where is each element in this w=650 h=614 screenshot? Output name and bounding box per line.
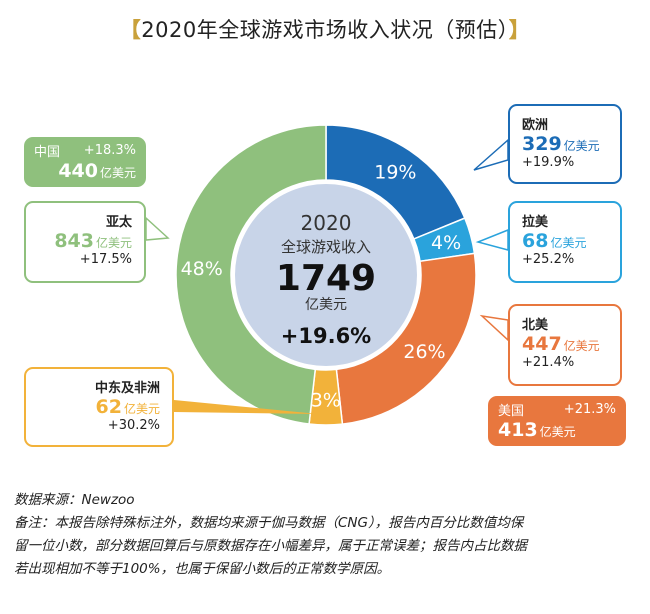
callout-latam-number: 68 bbox=[522, 230, 549, 252]
slice-asia-pacific bbox=[175, 124, 327, 425]
callout-latam-value: 68 亿美元 bbox=[522, 230, 608, 252]
center-circle bbox=[235, 184, 417, 366]
slice-label-north-america: 26% bbox=[403, 341, 445, 363]
center-growth: +19.6% bbox=[281, 324, 371, 348]
callout-northam-unit: 亿美元 bbox=[563, 339, 600, 353]
callout-usa-name: 美国 bbox=[498, 404, 525, 419]
callout-usa: 美国 +21.3% 413 亿美元 bbox=[488, 396, 626, 446]
callout-northam-number: 447 bbox=[522, 333, 562, 355]
center-total-value: 1749 bbox=[276, 258, 376, 299]
callout-asia-pacific: 亚太 843 亿美元 +17.5% bbox=[24, 201, 146, 283]
callout-china-top: 中国 +18.3% bbox=[34, 141, 136, 160]
callout-mea-value: 62 亿美元 bbox=[38, 396, 160, 418]
center-year: 2020 bbox=[301, 211, 352, 235]
pointer-asia-pacific bbox=[145, 216, 170, 241]
callout-china-number: 440 bbox=[58, 160, 98, 182]
title-text: 2020年全球游戏市场收入状况（预估） bbox=[141, 18, 509, 42]
callout-latam-unit: 亿美元 bbox=[550, 236, 587, 250]
notes-line-2: 留一位小数，部分数据回算后与原数据存在小幅差异，属于正常误差；报告内占比数据 bbox=[14, 538, 527, 554]
callout-mea-unit: 亿美元 bbox=[123, 402, 160, 416]
callout-mea-growth: +30.2% bbox=[107, 418, 160, 433]
callout-latam-name: 拉美 bbox=[522, 215, 549, 230]
callout-china: 中国 +18.3% 440 亿美元 bbox=[24, 137, 146, 187]
callout-europe-value: 329 亿美元 bbox=[522, 133, 608, 155]
pointer-north-america bbox=[479, 314, 509, 342]
callout-usa-growth: +21.3% bbox=[563, 402, 616, 417]
callout-europe-unit: 亿美元 bbox=[563, 139, 600, 153]
callout-asia-unit: 亿美元 bbox=[95, 236, 132, 250]
callout-china-name: 中国 bbox=[34, 145, 61, 160]
callout-europe: 欧洲 329 亿美元 +19.9% bbox=[508, 104, 622, 184]
pointer-latam bbox=[475, 228, 509, 251]
slice-label-europe: 19% bbox=[374, 162, 416, 184]
callout-mea-number: 62 bbox=[95, 396, 122, 418]
callout-middle-east-africa: 中东及非洲 62 亿美元 +30.2% bbox=[24, 367, 174, 447]
notes: 数据来源：Newzoo 备注：本报告除特殊标注外，数据均来源于伽马数据（CNG）… bbox=[14, 489, 644, 581]
slice-north-america bbox=[335, 252, 477, 425]
notes-line-3: 若出现相加不等于100%，也属于保留小数后的正常数学原因。 bbox=[14, 561, 391, 577]
callout-latam-growth: +25.2% bbox=[522, 252, 575, 267]
callout-usa-unit: 亿美元 bbox=[539, 425, 576, 439]
pointer-europe bbox=[473, 138, 509, 171]
callout-northam-value: 447 亿美元 bbox=[522, 333, 608, 355]
chart-title: 【2020年全球游戏市场收入状况（预估）】 bbox=[0, 14, 650, 44]
title-bracket-right: 】 bbox=[508, 18, 531, 42]
donut-chart: 19% 4% 26% 3% 48% 2020 全球游戏收入 1749 亿美元 +19.6… bbox=[145, 124, 509, 426]
callout-europe-name: 欧洲 bbox=[522, 118, 549, 133]
callout-northam-name: 北美 bbox=[522, 318, 549, 333]
callout-north-america: 北美 447 亿美元 +21.4% bbox=[508, 304, 622, 386]
callout-usa-top: 美国 +21.3% bbox=[498, 400, 616, 419]
callout-europe-growth: +19.9% bbox=[522, 155, 575, 170]
callout-usa-number: 413 bbox=[498, 419, 538, 441]
notes-source: 数据来源：Newzoo bbox=[14, 492, 135, 508]
slice-label-latam: 4% bbox=[431, 232, 461, 254]
callout-usa-value: 413 亿美元 bbox=[498, 419, 616, 441]
callout-asia-name: 亚太 bbox=[105, 215, 132, 230]
callout-china-growth: +18.3% bbox=[83, 143, 136, 158]
title-bracket-left: 【 bbox=[119, 18, 142, 42]
callout-china-unit: 亿美元 bbox=[99, 166, 136, 180]
callout-china-value: 440 亿美元 bbox=[34, 160, 136, 182]
callout-latam: 拉美 68 亿美元 +25.2% bbox=[508, 201, 622, 283]
callout-asia-growth: +17.5% bbox=[79, 252, 132, 267]
center-label: 全球游戏收入 bbox=[281, 238, 371, 256]
center-unit: 亿美元 bbox=[305, 297, 347, 313]
callout-europe-number: 329 bbox=[522, 133, 562, 155]
slice-label-asia-pacific: 48% bbox=[181, 258, 223, 280]
callout-asia-number: 843 bbox=[54, 230, 94, 252]
pointer-middle-east-africa bbox=[174, 400, 318, 414]
callout-mea-name: 中东及非洲 bbox=[94, 381, 160, 396]
callout-asia-value: 843 亿美元 bbox=[38, 230, 132, 252]
callout-northam-growth: +21.4% bbox=[522, 355, 575, 370]
notes-line-1: 备注：本报告除特殊标注外，数据均来源于伽马数据（CNG），报告内百分比数值均保 bbox=[14, 515, 524, 531]
slice-label-middle-east-africa: 3% bbox=[311, 389, 341, 411]
